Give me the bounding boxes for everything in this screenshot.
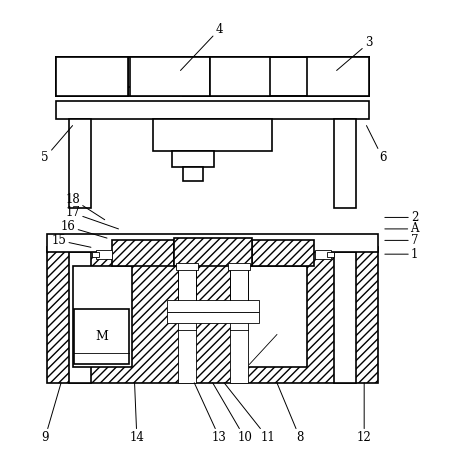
Text: 18: 18 [65, 192, 105, 219]
Bar [47, 234, 378, 252]
Bar [73, 266, 132, 367]
Text: 2: 2 [385, 211, 419, 224]
Text: 10: 10 [213, 383, 252, 445]
Bar [176, 263, 198, 270]
Bar [112, 241, 174, 266]
Text: 12: 12 [357, 383, 371, 445]
Text: 1: 1 [385, 248, 419, 261]
Bar [315, 250, 331, 259]
Bar [328, 252, 334, 257]
Bar [228, 263, 250, 270]
Bar [174, 238, 252, 266]
Text: 15: 15 [51, 234, 91, 248]
Bar [230, 266, 248, 383]
Bar [153, 119, 272, 151]
Bar [47, 248, 378, 383]
Text: 9: 9 [41, 383, 61, 445]
Bar [96, 250, 112, 259]
Text: 7: 7 [385, 234, 419, 247]
Bar [56, 57, 369, 96]
Text: 13: 13 [194, 383, 227, 445]
Bar [56, 101, 369, 119]
Bar [334, 119, 356, 208]
Bar [167, 300, 259, 311]
Bar [210, 57, 270, 96]
Bar [69, 119, 91, 208]
Text: 4: 4 [181, 22, 223, 71]
Bar [307, 57, 369, 96]
Bar [92, 252, 99, 257]
Bar [167, 311, 259, 323]
Bar [172, 151, 213, 167]
Bar [74, 309, 129, 364]
Bar [183, 167, 203, 181]
Text: 5: 5 [41, 126, 73, 164]
Text: M: M [95, 330, 108, 343]
Text: 6: 6 [366, 126, 386, 164]
Text: A: A [385, 222, 419, 235]
Text: 8: 8 [277, 383, 304, 445]
Text: 17: 17 [65, 206, 118, 229]
Bar [56, 57, 128, 96]
Bar [334, 252, 356, 383]
Text: 16: 16 [61, 220, 107, 238]
Bar [252, 241, 314, 266]
Text: 11: 11 [224, 383, 275, 445]
Bar [178, 266, 195, 383]
Bar [130, 57, 210, 96]
Bar [247, 266, 307, 367]
Text: 14: 14 [129, 383, 144, 445]
Text: 3: 3 [337, 36, 372, 71]
Bar [69, 252, 91, 383]
